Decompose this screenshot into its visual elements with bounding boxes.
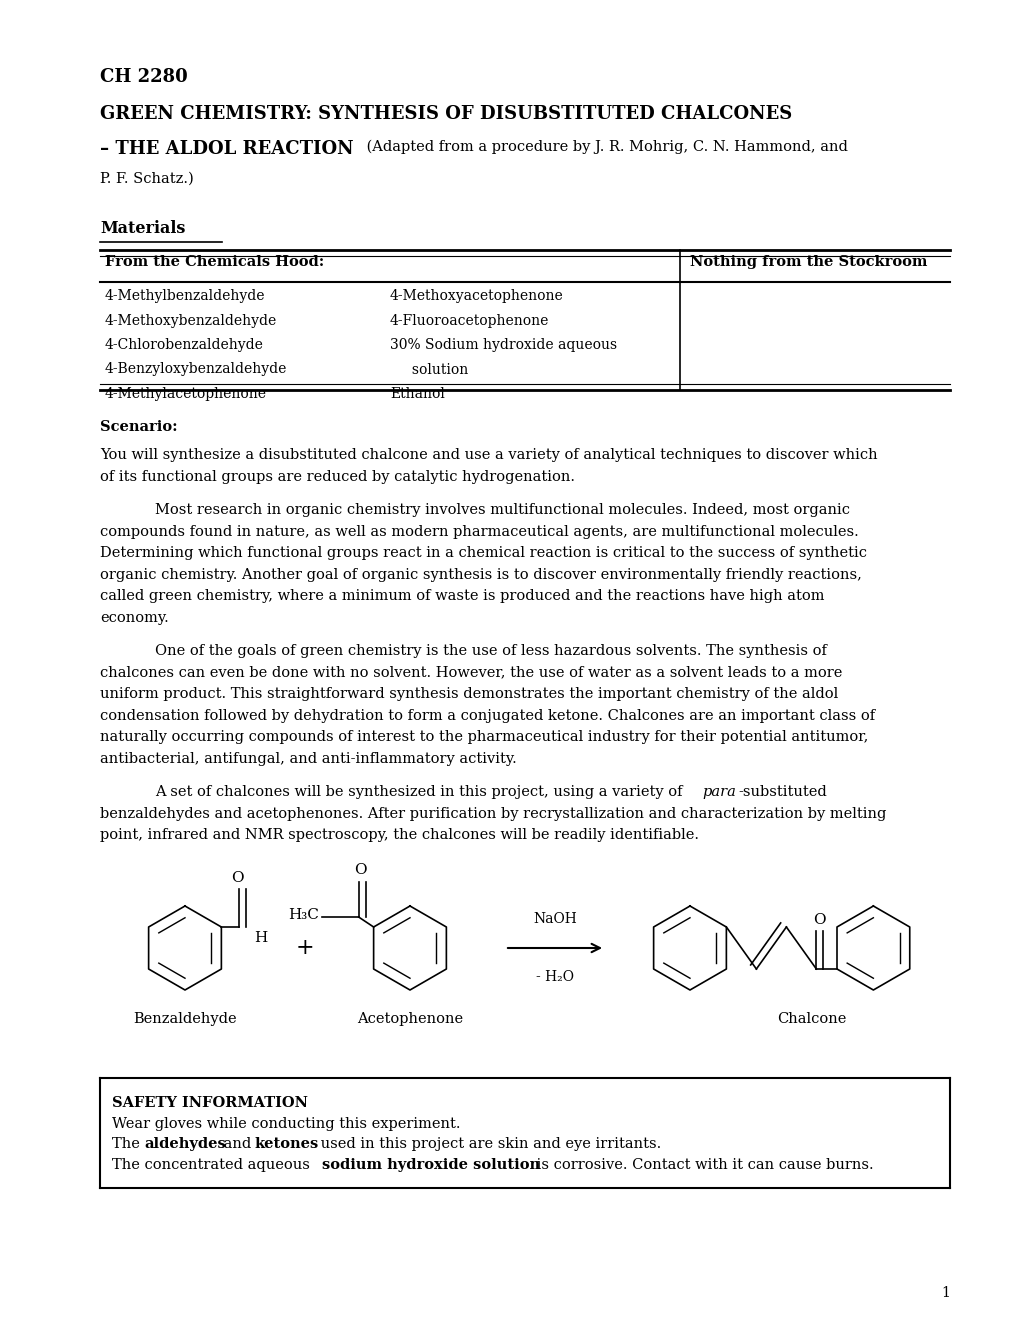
Text: ketones: ketones bbox=[254, 1137, 318, 1151]
Text: CH 2280: CH 2280 bbox=[100, 69, 187, 86]
Text: 30% Sodium hydroxide aqueous: 30% Sodium hydroxide aqueous bbox=[389, 338, 616, 352]
Text: GREEN CHEMISTRY: SYNTHESIS OF DISUBSTITUTED CHALCONES: GREEN CHEMISTRY: SYNTHESIS OF DISUBSTITU… bbox=[100, 106, 792, 123]
Text: naturally occurring compounds of interest to the pharmaceutical industry for the: naturally occurring compounds of interes… bbox=[100, 730, 867, 744]
Text: sodium hydroxide solution: sodium hydroxide solution bbox=[322, 1158, 540, 1172]
Text: Nothing from the Stockroom: Nothing from the Stockroom bbox=[689, 255, 926, 269]
Text: and: and bbox=[219, 1137, 256, 1151]
Text: SAFETY INFORMATION: SAFETY INFORMATION bbox=[112, 1096, 308, 1110]
Text: H₃C: H₃C bbox=[287, 908, 318, 921]
Text: 4-Chlorobenzaldehyde: 4-Chlorobenzaldehyde bbox=[105, 338, 264, 352]
Text: solution: solution bbox=[389, 363, 468, 376]
Text: O: O bbox=[231, 871, 244, 884]
Text: compounds found in nature, as well as modern pharmaceutical agents, are multifun: compounds found in nature, as well as mo… bbox=[100, 524, 858, 539]
Text: 4-Methylbenzaldehyde: 4-Methylbenzaldehyde bbox=[105, 289, 265, 304]
Text: P. F. Schatz.): P. F. Schatz.) bbox=[100, 172, 194, 186]
Text: From the Chemicals Hood:: From the Chemicals Hood: bbox=[105, 255, 324, 269]
Text: antibacterial, antifungal, and anti-inflammatory activity.: antibacterial, antifungal, and anti-infl… bbox=[100, 751, 517, 766]
Text: Materials: Materials bbox=[100, 220, 185, 238]
Text: used in this project are skin and eye irritants.: used in this project are skin and eye ir… bbox=[316, 1137, 660, 1151]
Text: Wear gloves while conducting this experiment.: Wear gloves while conducting this experi… bbox=[112, 1117, 460, 1130]
Text: Chalcone: Chalcone bbox=[776, 1012, 846, 1026]
Text: organic chemistry. Another goal of organic synthesis is to discover environmenta: organic chemistry. Another goal of organ… bbox=[100, 568, 861, 582]
Text: Ethanol: Ethanol bbox=[389, 387, 444, 401]
Text: - H₂O: - H₂O bbox=[535, 970, 574, 983]
Text: Determining which functional groups react in a chemical reaction is critical to : Determining which functional groups reac… bbox=[100, 546, 866, 560]
Text: uniform product. This straightforward synthesis demonstrates the important chemi: uniform product. This straightforward sy… bbox=[100, 686, 838, 701]
Text: – THE ALDOL REACTION: – THE ALDOL REACTION bbox=[100, 140, 354, 158]
Text: O: O bbox=[354, 863, 367, 876]
Text: 4-Methylacetophenone: 4-Methylacetophenone bbox=[105, 387, 267, 401]
Text: point, infrared and NMR spectroscopy, the chalcones will be readily identifiable: point, infrared and NMR spectroscopy, th… bbox=[100, 828, 698, 842]
Text: The: The bbox=[112, 1137, 145, 1151]
Text: chalcones can even be done with no solvent. However, the use of water as a solve: chalcones can even be done with no solve… bbox=[100, 665, 842, 680]
Text: economy.: economy. bbox=[100, 611, 168, 624]
Text: Scenario:: Scenario: bbox=[100, 420, 177, 434]
Text: One of the goals of green chemistry is the use of less hazardous solvents. The s: One of the goals of green chemistry is t… bbox=[155, 644, 826, 657]
Text: (Adapted from a procedure by J. R. Mohrig, C. N. Hammond, and: (Adapted from a procedure by J. R. Mohri… bbox=[362, 140, 847, 154]
Text: 4-Benzyloxybenzaldehyde: 4-Benzyloxybenzaldehyde bbox=[105, 363, 287, 376]
Text: -substituted: -substituted bbox=[738, 785, 826, 799]
Text: of its functional groups are reduced by catalytic hydrogenation.: of its functional groups are reduced by … bbox=[100, 470, 575, 484]
Text: H: H bbox=[254, 931, 267, 945]
Text: para: para bbox=[702, 785, 736, 799]
Text: 4-Methoxybenzaldehyde: 4-Methoxybenzaldehyde bbox=[105, 314, 277, 327]
Text: NaOH: NaOH bbox=[533, 912, 577, 927]
Text: +: + bbox=[296, 937, 314, 960]
Text: called green chemistry, where a minimum of waste is produced and the reactions h: called green chemistry, where a minimum … bbox=[100, 589, 823, 603]
Text: Acetophenone: Acetophenone bbox=[357, 1012, 463, 1026]
Text: 1: 1 bbox=[941, 1286, 949, 1300]
Text: Benzaldehyde: Benzaldehyde bbox=[133, 1012, 236, 1026]
Text: condensation followed by dehydration to form a conjugated ketone. Chalcones are : condensation followed by dehydration to … bbox=[100, 709, 874, 722]
Text: O: O bbox=[812, 913, 824, 927]
Text: aldehydes: aldehydes bbox=[144, 1137, 225, 1151]
Text: Most research in organic chemistry involves multifunctional molecules. Indeed, m: Most research in organic chemistry invol… bbox=[155, 503, 849, 517]
Text: The concentrated aqueous: The concentrated aqueous bbox=[112, 1158, 314, 1172]
Text: benzaldehydes and acetophenones. After purification by recrystallization and cha: benzaldehydes and acetophenones. After p… bbox=[100, 807, 886, 821]
Text: is corrosive. Contact with it can cause burns.: is corrosive. Contact with it can cause … bbox=[532, 1158, 872, 1172]
Text: A set of chalcones will be synthesized in this project, using a variety of: A set of chalcones will be synthesized i… bbox=[155, 785, 687, 799]
Text: You will synthesize a disubstituted chalcone and use a variety of analytical tec: You will synthesize a disubstituted chal… bbox=[100, 447, 876, 462]
Text: 4-Methoxyacetophenone: 4-Methoxyacetophenone bbox=[389, 289, 564, 304]
Text: 4-Fluoroacetophenone: 4-Fluoroacetophenone bbox=[389, 314, 549, 327]
